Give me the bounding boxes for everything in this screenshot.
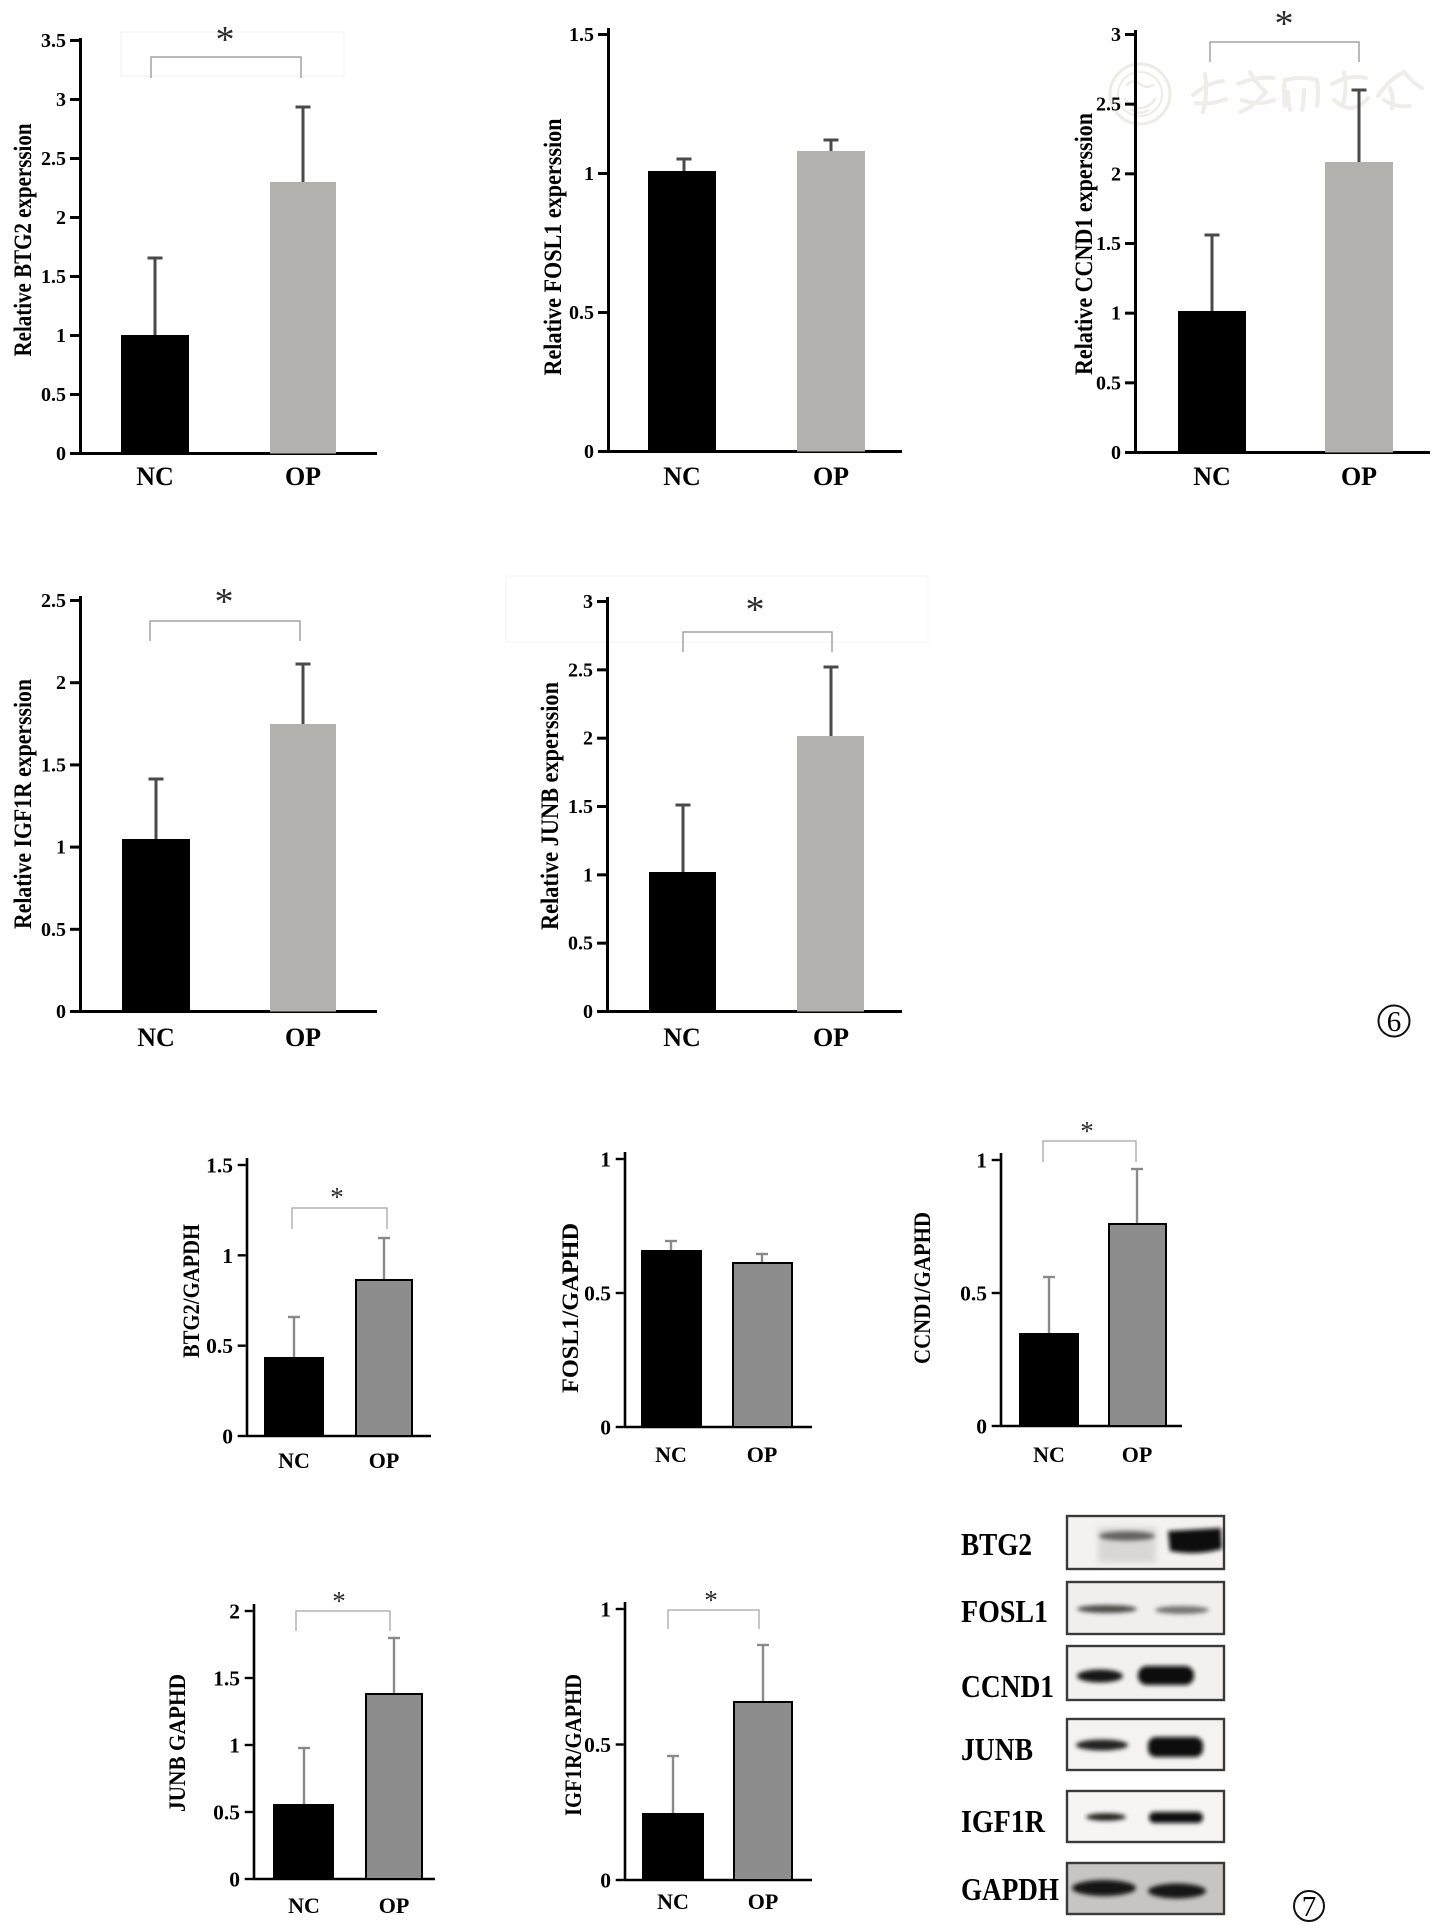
- svg-text:*: *: [1080, 1116, 1094, 1146]
- svg-text:JUNB GAPHD: JUNB GAPHD: [165, 1674, 190, 1812]
- svg-text:IGF1R/GAPHD: IGF1R/GAPHD: [561, 1674, 586, 1816]
- svg-text:BTG2: BTG2: [961, 1526, 1032, 1562]
- svg-text:*: *: [332, 1586, 346, 1616]
- svg-text:NC: NC: [278, 1448, 310, 1473]
- svg-text:JUNB: JUNB: [961, 1731, 1033, 1767]
- svg-text:0: 0: [229, 1868, 240, 1892]
- svg-text:NC: NC: [1193, 462, 1231, 491]
- svg-text:*: *: [746, 589, 765, 631]
- svg-text:*: *: [704, 1585, 718, 1615]
- svg-text:0.5: 0.5: [960, 1282, 987, 1306]
- svg-text:2.5: 2.5: [1096, 94, 1121, 116]
- svg-text:NC: NC: [1033, 1442, 1065, 1467]
- svg-text:OP: OP: [747, 1442, 778, 1467]
- svg-text:2: 2: [56, 672, 66, 694]
- svg-text:GAPDH: GAPDH: [961, 1871, 1059, 1907]
- svg-text:1: 1: [229, 1734, 240, 1758]
- svg-text:1.5: 1.5: [1096, 233, 1121, 255]
- svg-text:1.5: 1.5: [568, 796, 593, 818]
- svg-text:IGF1R: IGF1R: [961, 1803, 1046, 1839]
- svg-text:0: 0: [600, 1869, 611, 1893]
- svg-text:1.5: 1.5: [569, 24, 594, 46]
- svg-text:1: 1: [600, 1148, 611, 1172]
- svg-text:0: 0: [584, 441, 594, 463]
- svg-text:OP: OP: [379, 1893, 410, 1918]
- svg-text:2.5: 2.5: [568, 659, 593, 681]
- svg-text:3.5: 3.5: [41, 30, 66, 52]
- svg-text:1: 1: [222, 1244, 233, 1268]
- svg-text:1: 1: [1111, 303, 1121, 325]
- svg-text:Relative BTG2 experssion: Relative BTG2 experssion: [10, 123, 37, 356]
- svg-text:0: 0: [222, 1425, 233, 1449]
- svg-text:0.5: 0.5: [213, 1801, 240, 1825]
- svg-text:OP: OP: [748, 1889, 779, 1914]
- svg-text:6: 6: [1387, 1006, 1402, 1038]
- svg-text:0: 0: [583, 1001, 593, 1023]
- svg-text:0.5: 0.5: [41, 919, 66, 941]
- svg-text:0: 0: [976, 1415, 987, 1439]
- svg-text:1: 1: [583, 864, 593, 886]
- svg-text:7: 7: [1302, 1891, 1317, 1923]
- svg-text:0.5: 0.5: [584, 1282, 611, 1306]
- svg-text:CCND1/GAPHD: CCND1/GAPHD: [910, 1212, 935, 1364]
- svg-text:0: 0: [56, 443, 66, 465]
- svg-text:*: *: [330, 1182, 344, 1212]
- svg-text:1: 1: [56, 837, 66, 859]
- svg-text:Relative CCND1 experssion: Relative CCND1 experssion: [1071, 113, 1098, 375]
- svg-text:FOSL1: FOSL1: [961, 1593, 1048, 1629]
- svg-text:NC: NC: [663, 1023, 701, 1052]
- svg-text:NC: NC: [657, 1889, 689, 1914]
- svg-text:0: 0: [1111, 442, 1121, 464]
- svg-text:NC: NC: [663, 462, 701, 491]
- svg-text:2: 2: [56, 207, 66, 229]
- svg-text:OP: OP: [813, 1023, 849, 1052]
- svg-text:3: 3: [56, 89, 66, 111]
- svg-text:OP: OP: [1122, 1442, 1153, 1467]
- svg-text:Relative JUNB experssion: Relative JUNB experssion: [537, 682, 564, 930]
- svg-text:2: 2: [229, 1600, 240, 1624]
- svg-text:0: 0: [600, 1416, 611, 1440]
- svg-text:1.5: 1.5: [41, 754, 66, 776]
- svg-text:BTG2/GAPDH: BTG2/GAPDH: [179, 1224, 204, 1358]
- svg-text:1: 1: [600, 1598, 611, 1622]
- svg-text:FOSL1/GAPHD: FOSL1/GAPHD: [558, 1223, 583, 1393]
- svg-text:0: 0: [56, 1001, 66, 1023]
- svg-text:0.5: 0.5: [568, 933, 593, 955]
- svg-text:2: 2: [583, 728, 593, 750]
- svg-text:0.5: 0.5: [584, 1733, 611, 1757]
- svg-text:1.5: 1.5: [206, 1154, 233, 1178]
- svg-text:1: 1: [584, 163, 594, 185]
- svg-text:*: *: [1275, 3, 1294, 45]
- svg-text:OP: OP: [813, 462, 849, 491]
- svg-text:3: 3: [583, 591, 593, 613]
- svg-text:2.5: 2.5: [41, 590, 66, 612]
- svg-text:2: 2: [1111, 163, 1121, 185]
- svg-text:OP: OP: [369, 1448, 400, 1473]
- svg-text:1: 1: [56, 325, 66, 347]
- svg-text:*: *: [216, 19, 235, 61]
- svg-text:OP: OP: [285, 1023, 321, 1052]
- svg-text:*: *: [215, 581, 234, 623]
- svg-text:NC: NC: [655, 1442, 687, 1467]
- svg-text:1.5: 1.5: [41, 266, 66, 288]
- svg-text:CCND1: CCND1: [961, 1668, 1054, 1704]
- svg-text:NC: NC: [136, 462, 174, 491]
- svg-text:Relative IGF1R experssion: Relative IGF1R experssion: [10, 679, 37, 929]
- svg-text:1.5: 1.5: [213, 1667, 240, 1691]
- svg-text:0.5: 0.5: [569, 302, 594, 324]
- svg-text:NC: NC: [137, 1023, 175, 1052]
- svg-text:0.5: 0.5: [41, 384, 66, 406]
- svg-text:OP: OP: [285, 462, 321, 491]
- svg-text:NC: NC: [288, 1893, 320, 1918]
- svg-text:OP: OP: [1341, 462, 1377, 491]
- svg-text:Relative FOSL1 experssion: Relative FOSL1 experssion: [540, 118, 567, 375]
- svg-text:0.5: 0.5: [1096, 372, 1121, 394]
- svg-text:0.5: 0.5: [206, 1334, 233, 1358]
- svg-text:2.5: 2.5: [41, 148, 66, 170]
- svg-text:1: 1: [976, 1149, 987, 1173]
- svg-text:3: 3: [1111, 24, 1121, 46]
